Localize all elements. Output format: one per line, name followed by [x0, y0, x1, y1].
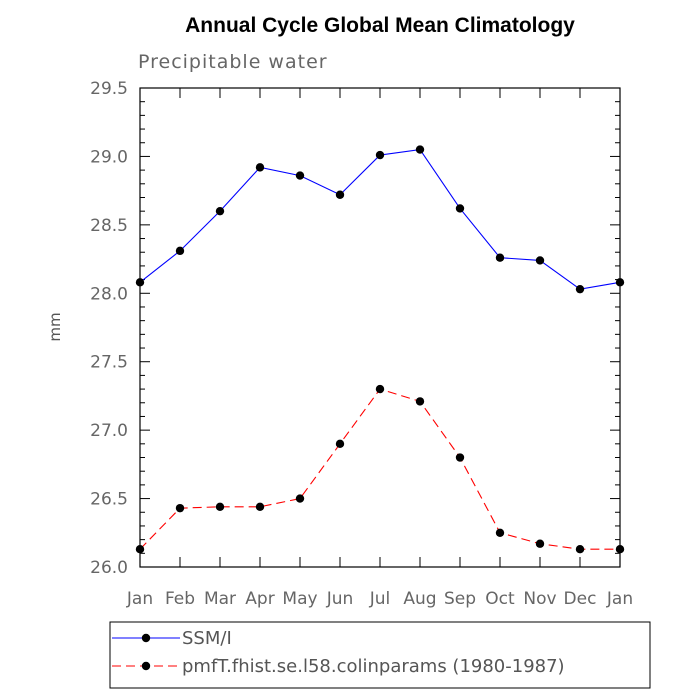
legend-marker [141, 661, 151, 671]
legend-entry-2: pmfT.fhist.se.l58.colinparams (1980-1987… [112, 656, 565, 677]
x-tick-label: Jul [369, 589, 391, 609]
y-tick-label: 27.5 [90, 353, 128, 373]
series-line-2 [139, 388, 620, 550]
x-tick-label: Nov [523, 589, 556, 609]
data-point [135, 278, 145, 287]
y-tick-label: 28.0 [90, 284, 128, 304]
x-tick-label: Jun [326, 589, 354, 609]
data-point [175, 246, 185, 256]
data-point [575, 284, 585, 294]
data-point [295, 171, 305, 180]
plot-area-frame [139, 87, 621, 568]
x-tick-label: Aug [403, 589, 436, 609]
data-point [535, 256, 545, 265]
data-point [135, 545, 145, 554]
data-point [255, 163, 265, 172]
data-point [175, 503, 185, 513]
chart-title: Annual Cycle Global Mean Climatology [185, 14, 575, 37]
legend-entry-1: SSM/I [112, 628, 232, 649]
chart-subtitle: Precipitable water [138, 51, 328, 73]
series-line-1 [139, 148, 621, 290]
x-tick-label: Dec [564, 589, 597, 609]
series-1 [135, 145, 625, 294]
data-point [455, 204, 465, 213]
y-tick-label: 27.0 [90, 421, 128, 441]
legend-marker [141, 633, 151, 643]
data-point [495, 253, 505, 262]
x-tick-label: Sep [444, 589, 476, 609]
y-tick-label: 26.0 [90, 558, 128, 578]
data-point [535, 539, 545, 548]
x-tick-label: May [282, 589, 317, 609]
y-axis-label: mm [46, 312, 64, 341]
series-2 [135, 384, 625, 554]
data-point [375, 150, 385, 160]
data-point [615, 278, 625, 287]
x-tick-label: Jan [126, 589, 153, 609]
x-tick-label: Feb [165, 589, 195, 609]
data-point [335, 439, 345, 449]
legend: SSM/I pmfT.fhist.se.l58.colinparams (1980… [112, 628, 565, 677]
data-point [295, 494, 305, 503]
x-tick-label: Jan [606, 589, 633, 609]
data-point [415, 145, 425, 154]
data-point [215, 502, 225, 511]
data-point [415, 397, 425, 406]
x-tick-label: Apr [245, 589, 274, 609]
data-point [215, 206, 225, 216]
data-point [455, 453, 465, 462]
x-tick-labels: Jan Feb Mar Apr May Jun Jul Aug Sep Oct Nov Dec Jan [126, 589, 633, 609]
y-tick-label: 28.5 [90, 216, 128, 236]
y-tick-labels: 26.0 26.5 27.0 27.5 28.0 28.5 29.0 29.5 [90, 79, 128, 578]
x-tick-label: Oct [485, 589, 515, 609]
data-point [375, 384, 385, 394]
legend-label: pmfT.fhist.se.l58.colinparams (1980-1987… [182, 656, 565, 677]
series-layer [135, 145, 625, 554]
data-point [575, 545, 585, 554]
x-tick-label: Mar [204, 589, 236, 609]
y-tick-label: 26.5 [90, 490, 128, 510]
legend-label: SSM/I [182, 628, 232, 649]
data-point [495, 528, 505, 537]
data-point [615, 545, 625, 554]
axis-ticks [139, 87, 621, 568]
data-point [335, 190, 345, 199]
y-tick-label: 29.0 [90, 147, 128, 167]
y-tick-label: 29.5 [90, 79, 128, 99]
data-point [255, 502, 265, 511]
legend-box [109, 621, 651, 689]
